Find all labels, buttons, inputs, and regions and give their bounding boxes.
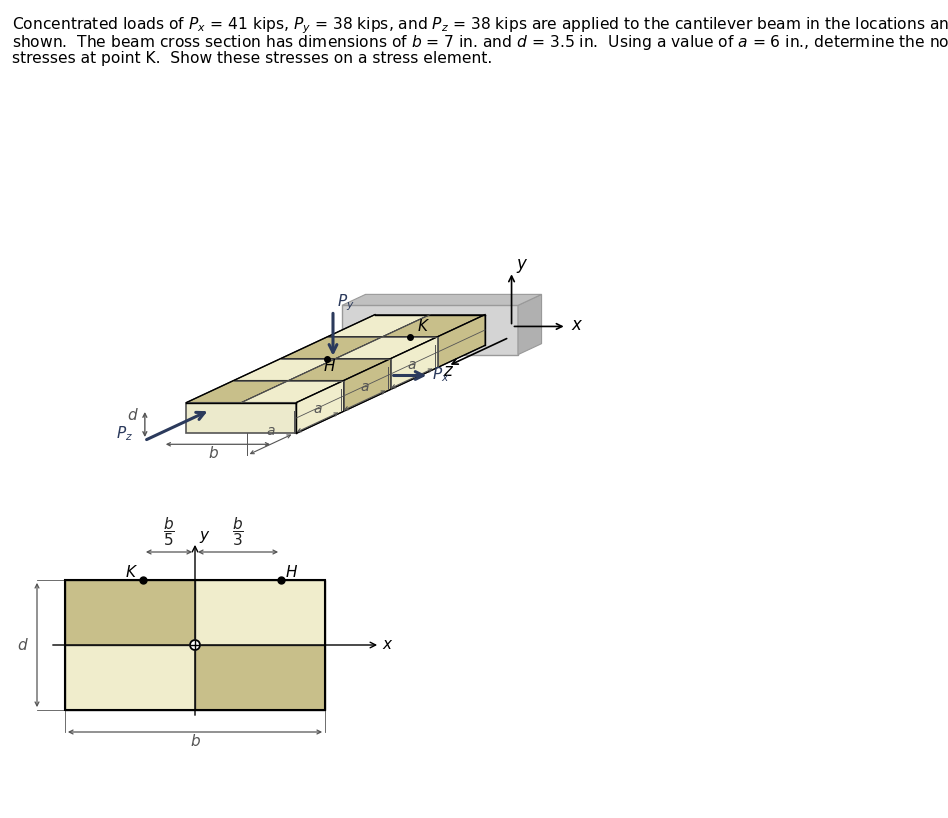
Text: $\dfrac{b}{5}$: $\dfrac{b}{5}$	[163, 515, 174, 548]
Polygon shape	[187, 402, 297, 434]
Text: $P_z$: $P_z$	[116, 425, 133, 443]
Text: $P_y$: $P_y$	[337, 293, 355, 313]
Polygon shape	[242, 380, 343, 402]
Text: shown.  The beam cross section has dimensions of $b$ = 7 in. and $d$ = 3.5 in.  : shown. The beam cross section has dimens…	[12, 33, 948, 52]
Bar	[195, 580, 325, 645]
Text: $y$: $y$	[199, 529, 210, 545]
Text: $b$: $b$	[190, 733, 200, 749]
Text: $a$: $a$	[407, 358, 417, 372]
Polygon shape	[342, 294, 541, 305]
Text: $K$: $K$	[417, 317, 430, 334]
Polygon shape	[297, 380, 343, 434]
Text: $d$: $d$	[17, 637, 28, 653]
Text: $b$: $b$	[209, 445, 219, 461]
Polygon shape	[336, 336, 438, 358]
Polygon shape	[281, 336, 383, 358]
Text: $K$: $K$	[125, 564, 138, 580]
Text: $H$: $H$	[323, 357, 337, 374]
Text: $z$: $z$	[443, 362, 454, 380]
Polygon shape	[518, 294, 541, 355]
Polygon shape	[438, 315, 485, 367]
Text: $x$: $x$	[382, 637, 393, 652]
Bar	[65, 645, 195, 710]
Polygon shape	[328, 315, 430, 336]
Polygon shape	[343, 358, 391, 411]
Polygon shape	[288, 358, 391, 380]
Bar	[195, 645, 325, 710]
Polygon shape	[233, 358, 336, 380]
Text: stresses at point K.  Show these stresses on a stress element.: stresses at point K. Show these stresses…	[12, 51, 492, 66]
Text: $a$: $a$	[313, 402, 322, 416]
Text: $H$: $H$	[285, 564, 298, 580]
Polygon shape	[187, 380, 288, 402]
Polygon shape	[391, 336, 438, 389]
Text: $P_x$: $P_x$	[432, 366, 449, 384]
Bar	[65, 580, 325, 710]
Text: $a$: $a$	[360, 380, 370, 394]
Text: $y$: $y$	[516, 258, 528, 276]
Polygon shape	[342, 305, 518, 355]
Text: $a$: $a$	[265, 425, 275, 438]
Text: Concentrated loads of $P_x$ = 41 kips, $P_y$ = 38 kips, and $P_z$ = 38 kips are : Concentrated loads of $P_x$ = 41 kips, $…	[12, 15, 948, 36]
Text: $d$: $d$	[127, 407, 138, 424]
Text: $\dfrac{b}{3}$: $\dfrac{b}{3}$	[232, 515, 244, 548]
Bar	[65, 580, 195, 645]
Circle shape	[190, 640, 200, 650]
Polygon shape	[383, 315, 485, 336]
Text: $x$: $x$	[571, 317, 583, 335]
